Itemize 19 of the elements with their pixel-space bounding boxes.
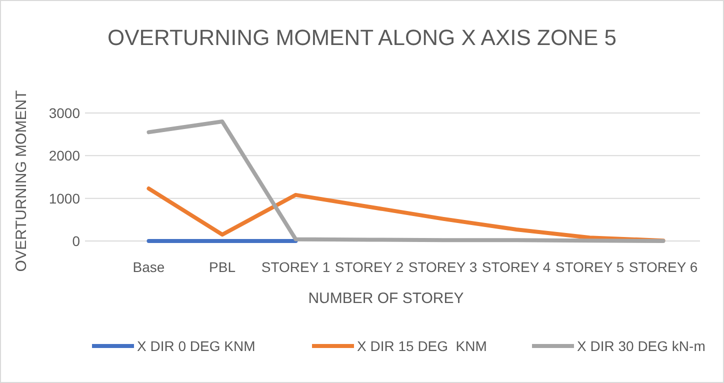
legend-label: X DIR 30 DEG kN-m — [577, 338, 706, 354]
x-tick-label: STOREY 6 — [628, 259, 698, 275]
y-axis-title: OVERTURNING MOMENT — [13, 90, 30, 272]
y-tick-label: 3000 — [48, 105, 80, 121]
line-series — [146, 120, 666, 243]
x-tick-label: STOREY 3 — [408, 259, 478, 275]
x-tick-label: PBL — [209, 259, 236, 275]
x-tick-label: STOREY 4 — [482, 259, 551, 275]
x-axis-title: NUMBER OF STOREY — [308, 290, 464, 307]
x-tick-label: STOREY 1 — [261, 259, 330, 275]
x-tick-label: STOREY 5 — [555, 259, 624, 275]
y-tick-label: 1000 — [48, 190, 80, 206]
y-tick-label: 0 — [72, 233, 80, 249]
x-tick-label: STOREY 2 — [334, 259, 404, 275]
y-tick-label: 2000 — [48, 148, 80, 164]
chart-title: OVERTURNING MOMENT ALONG X AXIS ZONE 5 — [108, 25, 616, 50]
legend-label: X DIR 0 DEG KNM — [137, 338, 256, 354]
legend-label: X DIR 15 DEG KNM — [357, 338, 487, 354]
x-tick-label: Base — [132, 259, 165, 275]
